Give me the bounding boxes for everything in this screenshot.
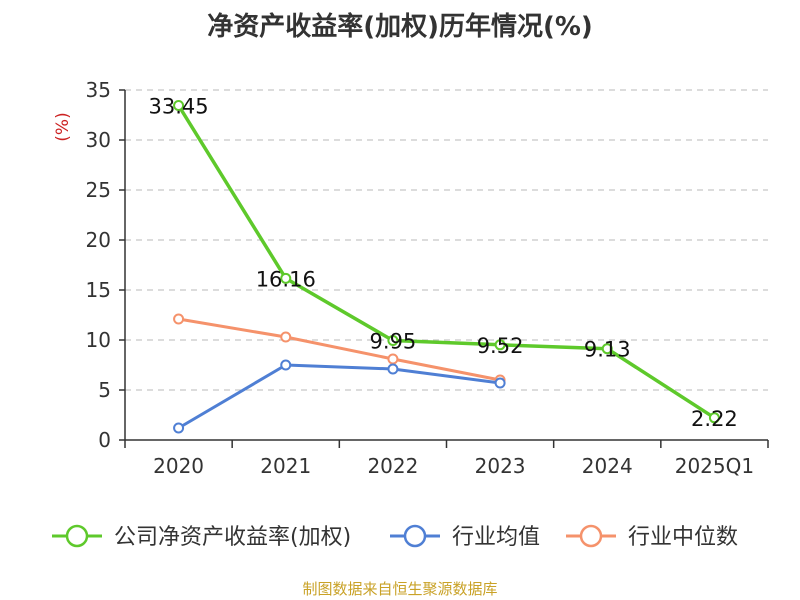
series-line	[177, 363, 501, 430]
series-line	[177, 104, 716, 420]
legend-swatch-marker	[579, 524, 603, 548]
x-tick-label: 2025Q1	[675, 454, 754, 478]
series-layer	[173, 100, 720, 434]
y-tick-label: 15	[86, 278, 111, 302]
y-tick-label: 10	[86, 328, 111, 352]
legend-label: 行业中位数	[628, 525, 738, 550]
data-point	[387, 335, 399, 346]
data-label: 2.22	[691, 407, 738, 431]
data-label: 9.52	[477, 334, 524, 358]
data-point	[387, 363, 399, 375]
legend-swatch-marker	[65, 524, 89, 548]
data-point	[173, 422, 185, 434]
data-label: 9.95	[370, 330, 417, 354]
data-point	[173, 100, 185, 111]
y-tick-label: 30	[86, 128, 111, 152]
legend-label: 行业均值	[452, 525, 540, 550]
data-point	[708, 412, 720, 424]
legend-label: 公司净资产收益率(加权)	[114, 525, 351, 550]
y-tick-label: 35	[86, 78, 111, 102]
x-tick-label: 2024	[582, 454, 633, 478]
data-point	[601, 343, 613, 355]
y-tick-label: 0	[98, 428, 111, 452]
data-point	[280, 359, 292, 371]
x-tick-label: 2021	[260, 454, 311, 478]
axis-layer: 0 5 10 15 20 25 30 35 2020 2021 2022 2023 2024 2025Q1…	[53, 78, 769, 478]
grid-layer	[125, 89, 768, 391]
chart-title: 净资产收益率(加权)历年情况(%)	[207, 12, 593, 42]
y-tick-label: 5	[98, 378, 111, 402]
data-point	[494, 377, 506, 389]
data-point	[173, 313, 185, 325]
data-point	[280, 331, 292, 343]
data-label: 33.45	[149, 95, 209, 119]
data-point	[494, 339, 506, 351]
x-tick-label: 2020	[153, 454, 204, 478]
data-label-layer: 33.45 16.16 9.95 9.52 9.13 2.22	[149, 95, 738, 431]
data-label: 16.16	[256, 267, 316, 291]
x-tick-label: 2023	[475, 454, 526, 478]
data-point	[387, 353, 399, 365]
data-label: 9.13	[584, 338, 631, 362]
y-tick-label: 20	[86, 228, 111, 252]
legend-swatch-marker	[403, 524, 427, 548]
source-note: 制图数据来自恒生聚源数据库	[302, 580, 498, 598]
y-axis-label: (%)	[53, 112, 73, 141]
legend: 公司净资产收益率(加权) 行业均值 行业中位数	[52, 524, 738, 550]
y-tick-label: 25	[86, 178, 111, 202]
x-tick-label: 2022	[367, 454, 418, 478]
series-line	[178, 317, 501, 382]
data-point	[280, 272, 292, 284]
